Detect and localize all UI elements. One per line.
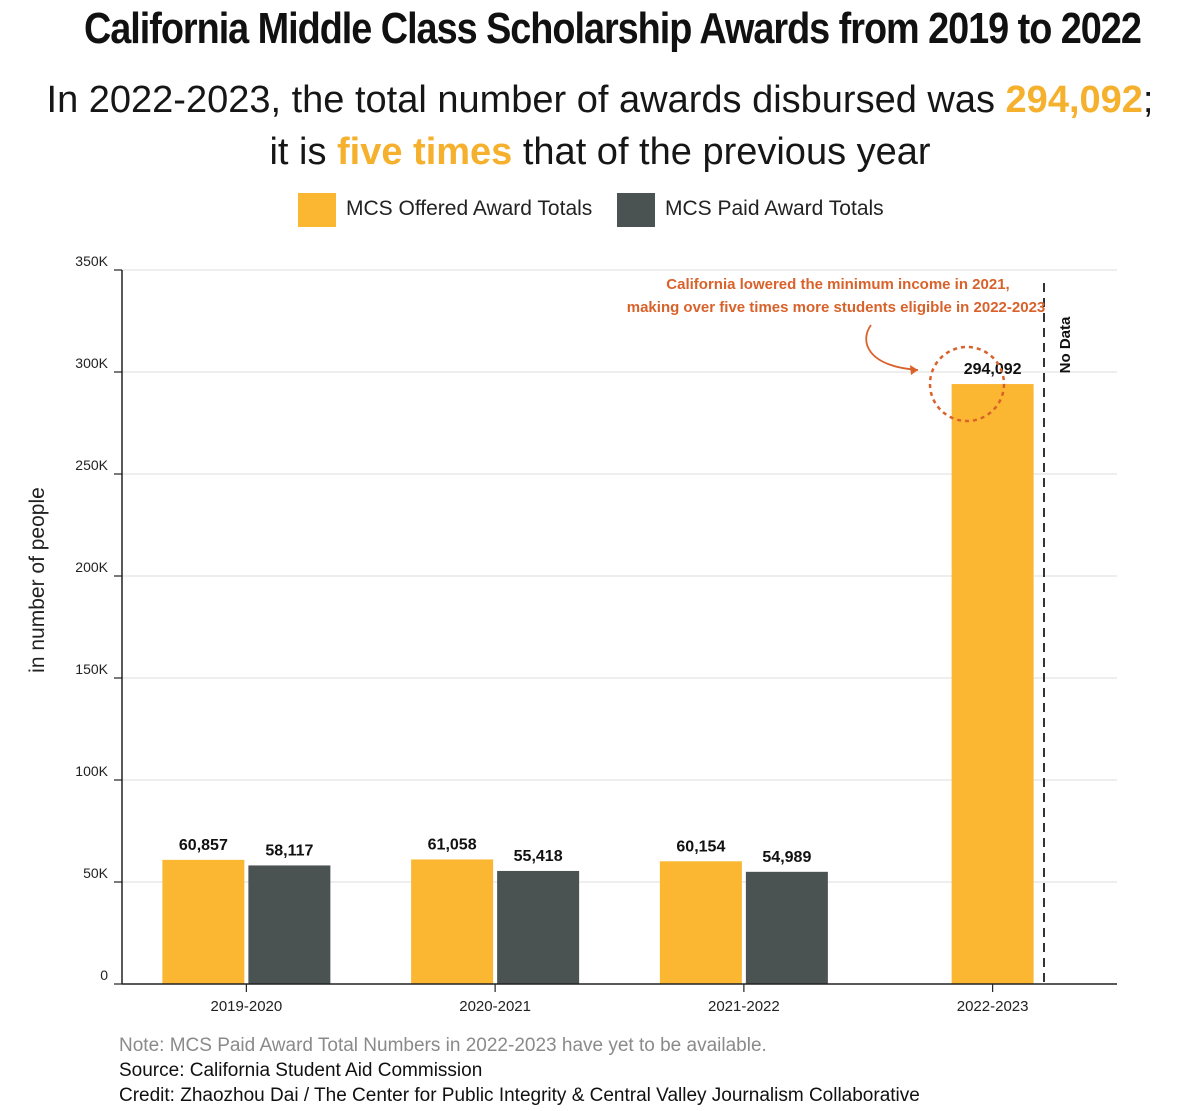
chart-title: California Middle Class Scholarship Awar… (84, 4, 1142, 53)
subtitle-line-1: In 2022-2023, the total number of awards… (0, 74, 1200, 126)
gridlines (122, 269, 1117, 883)
y-tick-label: 350K (75, 253, 108, 269)
y-tick-label: 300K (75, 355, 108, 371)
bar-paid (745, 871, 828, 984)
footer-source: Source: California Student Aid Commissio… (119, 1060, 483, 1081)
bar-paid (248, 865, 331, 984)
y-tick-label: 50K (83, 865, 109, 881)
subtitle-highlight: five times (337, 131, 513, 173)
footer-note: Note: MCS Paid Award Total Numbers in 20… (119, 1035, 767, 1056)
bars (162, 384, 1034, 984)
x-tick-label: 2022-2023 (957, 998, 1029, 1015)
annotation-line-2: making over five times more students eli… (627, 299, 1046, 316)
data-label: 60,857 (179, 837, 228, 854)
x-tick-label: 2021-2022 (708, 998, 780, 1015)
bar-value-labels: 60,857 58,117 61,058 55,418 60,154 54,989 294,… (179, 361, 1022, 866)
chart-legend: MCS Offered Award Totals MCS Paid Award … (0, 193, 1200, 229)
y-axis-title: in number of people (26, 487, 49, 673)
legend-label-paid: MCS Paid Award Totals (665, 197, 884, 220)
x-tick-label: 2020-2021 (459, 998, 531, 1015)
subtitle-text: In 2022-2023, the total number of awards… (46, 79, 1006, 121)
subtitle-text: it is (269, 131, 337, 173)
data-label: 60,154 (676, 838, 725, 855)
footer-credit: Credit: Zhaozhou Dai / The Center for Pu… (119, 1085, 920, 1106)
annotation-line-1: California lowered the minimum income in… (666, 276, 1009, 293)
bar-paid (497, 870, 580, 984)
data-label: 294,092 (964, 361, 1022, 378)
annotation-arrow (865, 324, 919, 371)
annotation-arrow-head (910, 365, 918, 375)
data-label: 61,058 (428, 836, 477, 853)
chart-subtitle: In 2022-2023, the total number of awards… (0, 74, 1200, 178)
bar-chart: 0 50K 100K 150K 200K 250K 300K 350K 60,857 58,11… (26, 253, 1117, 1015)
bar-offered (411, 859, 494, 984)
annotation-circle (928, 345, 1006, 423)
data-label: 58,117 (265, 842, 313, 859)
data-label: 55,418 (514, 848, 563, 865)
y-tick-label: 100K (75, 763, 108, 779)
legend-label-offered: MCS Offered Award Totals (346, 197, 593, 220)
subtitle-highlight: 294,092 (1005, 79, 1143, 121)
y-axis-ticks: 0 50K 100K 150K 200K 250K 300K 350K (75, 253, 122, 985)
subtitle-text: ; (1142, 79, 1154, 121)
bar-offered (951, 384, 1034, 984)
bar-offered (162, 859, 245, 984)
y-tick-label: 150K (75, 661, 108, 677)
no-data-label: No Data (1057, 316, 1074, 373)
data-label: 54,989 (762, 849, 811, 866)
subtitle-text: that of the previous year (512, 131, 931, 173)
legend-swatch-paid (617, 193, 655, 227)
y-tick-label: 250K (75, 457, 108, 473)
y-tick-label: 0 (100, 967, 108, 983)
x-tick-label: 2019-2020 (211, 998, 283, 1015)
legend-swatch-offered (298, 193, 336, 227)
subtitle-line-2: it is five times that of the previous ye… (0, 126, 1200, 178)
bar-offered (659, 861, 742, 984)
y-tick-label: 200K (75, 559, 108, 575)
x-axis-ticks: 2019-2020 2020-2021 2021-2022 2022-2023 (211, 984, 1029, 1015)
